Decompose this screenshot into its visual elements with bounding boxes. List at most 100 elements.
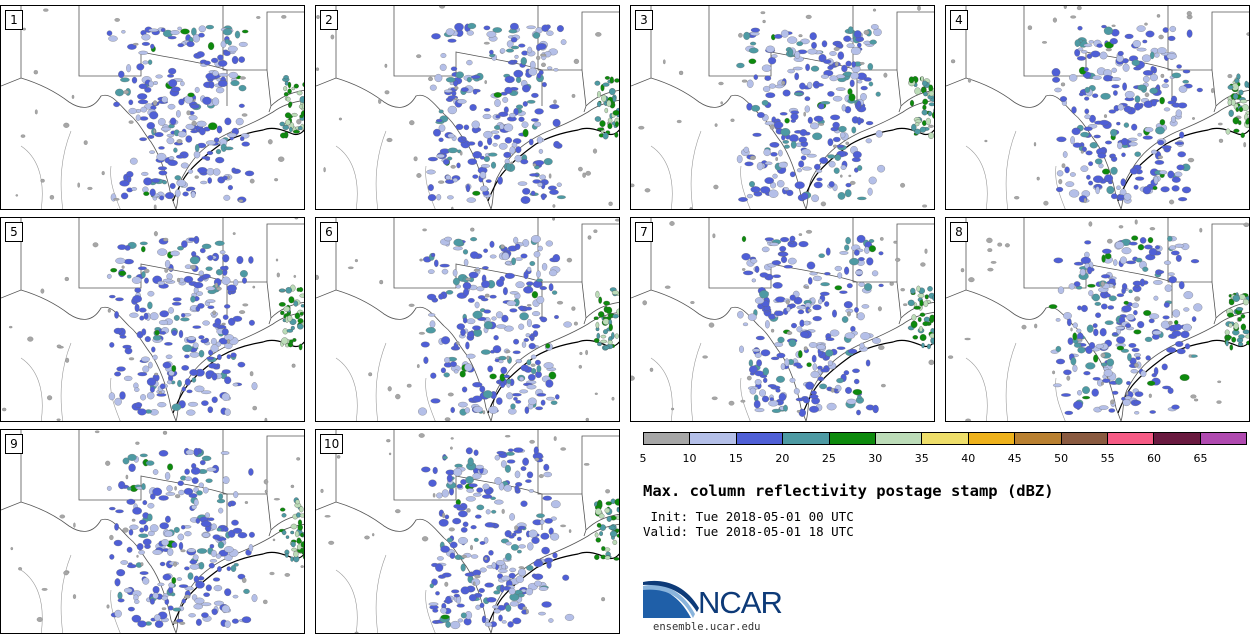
- reflectivity-cell: [395, 509, 401, 514]
- reflectivity-cell: [756, 359, 762, 367]
- reflectivity-cell: [480, 164, 491, 168]
- reflectivity-cell: [521, 121, 529, 128]
- state-border: [1, 77, 177, 209]
- reflectivity-cell: [1132, 40, 1141, 48]
- reflectivity-cell: [513, 338, 520, 345]
- reflectivity-cell: [592, 148, 598, 154]
- reflectivity-cell: [176, 110, 181, 118]
- reflectivity-cell: [274, 178, 279, 182]
- reflectivity-cell: [531, 291, 539, 299]
- reflectivity-cell: [454, 86, 459, 90]
- reflectivity-cell: [146, 122, 155, 130]
- reflectivity-cell: [230, 565, 237, 572]
- reflectivity-cell: [108, 35, 118, 42]
- reflectivity-cell: [533, 251, 541, 258]
- reflectivity-cell: [1034, 323, 1038, 329]
- reflectivity-cell: [1100, 92, 1111, 100]
- reflectivity-cell: [990, 261, 997, 264]
- reflectivity-cell: [293, 274, 297, 278]
- reflectivity-cell: [440, 614, 450, 620]
- reflectivity-cell: [1080, 256, 1091, 265]
- reflectivity-cell: [226, 284, 237, 293]
- reflectivity-cell: [527, 373, 536, 381]
- reflectivity-cell: [180, 28, 190, 35]
- reflectivity-cell: [131, 276, 142, 284]
- reflectivity-cell: [834, 61, 839, 67]
- reflectivity-cell: [517, 549, 522, 554]
- reflectivity-cell: [489, 254, 497, 259]
- reflectivity-cell: [135, 441, 140, 445]
- reflectivity-cell: [1242, 298, 1249, 306]
- reflectivity-cell: [173, 526, 180, 533]
- reflectivity-cell: [139, 241, 148, 246]
- reflectivity-cell: [1234, 78, 1240, 84]
- reflectivity-cell: [1244, 334, 1249, 339]
- state-border: [1, 501, 177, 633]
- reflectivity-cell: [798, 408, 806, 417]
- reflectivity-cell: [273, 498, 280, 501]
- reflectivity-cell: [712, 233, 716, 239]
- reflectivity-cell: [126, 486, 132, 491]
- reflectivity-cell: [900, 288, 905, 292]
- reflectivity-cell: [170, 86, 181, 93]
- reflectivity-cell: [482, 266, 489, 270]
- reflectivity-cell: [820, 201, 827, 207]
- reflectivity-cell: [1245, 119, 1249, 125]
- reflectivity-cell: [544, 518, 553, 524]
- reflectivity-cell: [188, 237, 197, 242]
- reflectivity-cell: [1066, 375, 1071, 381]
- reflectivity-cell: [794, 50, 801, 59]
- reflectivity-cell: [222, 175, 228, 181]
- reflectivity-cell: [465, 277, 472, 281]
- reflectivity-cell: [287, 315, 293, 322]
- reflectivity-cell: [41, 588, 48, 591]
- mexico-state-border: [110, 165, 121, 209]
- reflectivity-cell: [750, 27, 760, 33]
- reflectivity-cell: [815, 344, 826, 350]
- reflectivity-cell: [877, 164, 886, 173]
- reflectivity-cell: [202, 320, 210, 326]
- reflectivity-cell: [1123, 122, 1130, 128]
- reflectivity-cell: [481, 615, 487, 624]
- reflectivity-cell: [503, 325, 514, 332]
- reflectivity-cell: [548, 173, 552, 179]
- reflectivity-cell: [134, 303, 140, 312]
- reflectivity-cell: [1043, 200, 1049, 206]
- reflectivity-cell: [174, 486, 177, 491]
- reflectivity-cell: [779, 112, 788, 116]
- reflectivity-cell: [1167, 235, 1173, 242]
- reflectivity-cell: [436, 556, 444, 561]
- reflectivity-cell: [174, 175, 182, 181]
- reflectivity-cell: [1149, 87, 1158, 94]
- reflectivity-cell: [447, 195, 454, 200]
- reflectivity-cell: [857, 196, 867, 201]
- reflectivity-cell: [34, 109, 38, 115]
- reflectivity-cell: [444, 581, 449, 587]
- reflectivity-cell: [279, 288, 286, 293]
- reflectivity-cell: [1110, 128, 1118, 137]
- reflectivity-cell: [438, 293, 444, 300]
- reflectivity-cell: [925, 117, 931, 126]
- reflectivity-cell: [533, 121, 542, 127]
- state-border: [78, 6, 228, 106]
- reflectivity-cell: [197, 167, 208, 174]
- reflectivity-cell: [159, 383, 166, 390]
- reflectivity-cell: [201, 602, 212, 607]
- reflectivity-cell: [932, 295, 934, 301]
- reflectivity-cell: [714, 123, 718, 127]
- reflectivity-cell: [510, 45, 520, 50]
- reflectivity-cell: [109, 554, 115, 560]
- reflectivity-cell: [1065, 181, 1075, 187]
- reflectivity-cell: [1232, 93, 1239, 100]
- reflectivity-cell: [848, 93, 856, 102]
- reflectivity-cell: [1179, 374, 1190, 381]
- reflectivity-cell: [1111, 193, 1118, 200]
- reflectivity-cell: [224, 408, 231, 416]
- reflectivity-cell: [291, 86, 296, 91]
- reflectivity-cell: [467, 457, 474, 466]
- reflectivity-cell: [1080, 131, 1090, 138]
- reflectivity-cell: [547, 185, 557, 191]
- reflectivity-cell: [737, 310, 744, 319]
- reflectivity-cell: [226, 566, 231, 572]
- reflectivity-cell: [923, 91, 928, 97]
